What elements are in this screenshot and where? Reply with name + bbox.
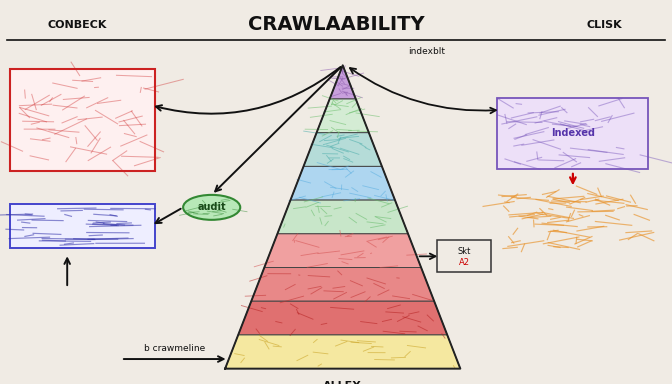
Text: Skt: Skt <box>458 247 471 256</box>
Polygon shape <box>238 301 448 335</box>
Polygon shape <box>317 99 369 133</box>
Polygon shape <box>278 200 408 234</box>
FancyBboxPatch shape <box>10 204 155 248</box>
Text: b crawmeline: b crawmeline <box>144 344 206 353</box>
Polygon shape <box>251 268 434 301</box>
Text: CRAWLAABILITY: CRAWLAABILITY <box>248 15 424 35</box>
Text: Indexed: Indexed <box>551 128 595 139</box>
Text: ALLEX: ALLEX <box>323 381 362 384</box>
FancyBboxPatch shape <box>10 69 155 171</box>
Polygon shape <box>330 65 355 99</box>
Text: CONBECK: CONBECK <box>48 20 107 30</box>
Polygon shape <box>304 133 382 166</box>
Text: audit: audit <box>198 202 226 212</box>
FancyBboxPatch shape <box>437 240 491 272</box>
Text: indexblt: indexblt <box>408 47 446 56</box>
Text: CLISK: CLISK <box>587 20 623 30</box>
Text: A2: A2 <box>459 258 470 267</box>
Ellipse shape <box>183 195 241 220</box>
Polygon shape <box>225 335 460 369</box>
Polygon shape <box>264 234 421 268</box>
FancyBboxPatch shape <box>497 98 648 169</box>
Polygon shape <box>290 166 395 200</box>
